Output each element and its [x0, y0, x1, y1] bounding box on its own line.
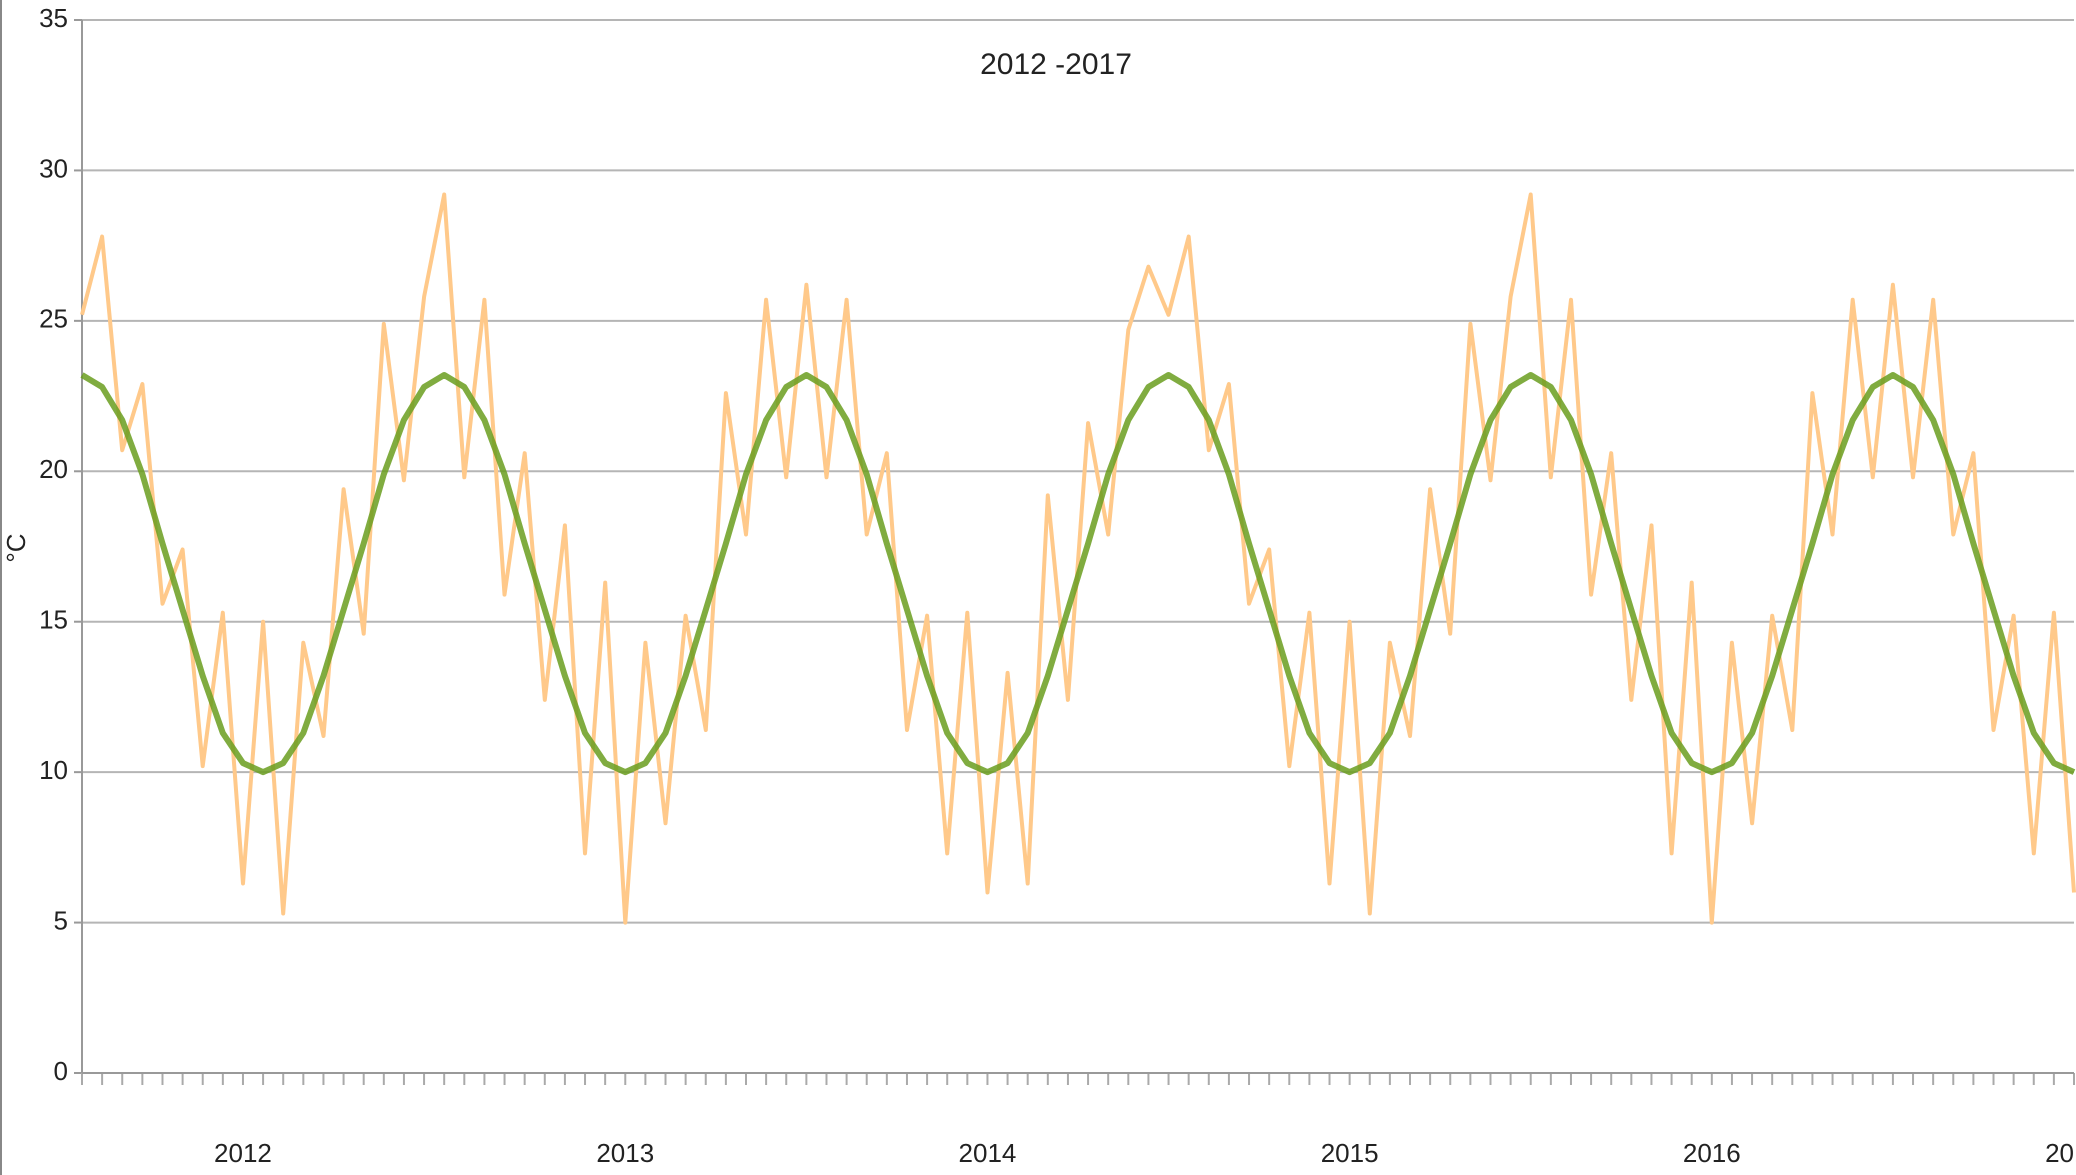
x-tick-label: 2014 — [959, 1138, 1017, 1168]
series-line — [80, 192, 2076, 925]
y-tick-label: 25 — [39, 304, 68, 334]
y-axis-label: °C — [1, 533, 31, 562]
y-tick-label: 0 — [54, 1056, 68, 1086]
x-tick-label: 2016 — [1683, 1138, 1741, 1168]
y-tick-label: 5 — [54, 905, 68, 935]
x-tick-label: 2013 — [596, 1138, 654, 1168]
y-tick-label: 35 — [39, 3, 68, 33]
x-tick-label: 2012 — [214, 1138, 272, 1168]
y-tick-label: 15 — [39, 605, 68, 635]
x-tick-label: 2017 — [2045, 1138, 2076, 1168]
y-tick-label: 20 — [39, 454, 68, 484]
series-line — [80, 372, 2076, 776]
y-tick-label: 10 — [39, 755, 68, 785]
y-tick-label: 30 — [39, 153, 68, 183]
x-tick-label: 2015 — [1321, 1138, 1379, 1168]
chart-title: 2012 -2017 — [980, 48, 1132, 81]
